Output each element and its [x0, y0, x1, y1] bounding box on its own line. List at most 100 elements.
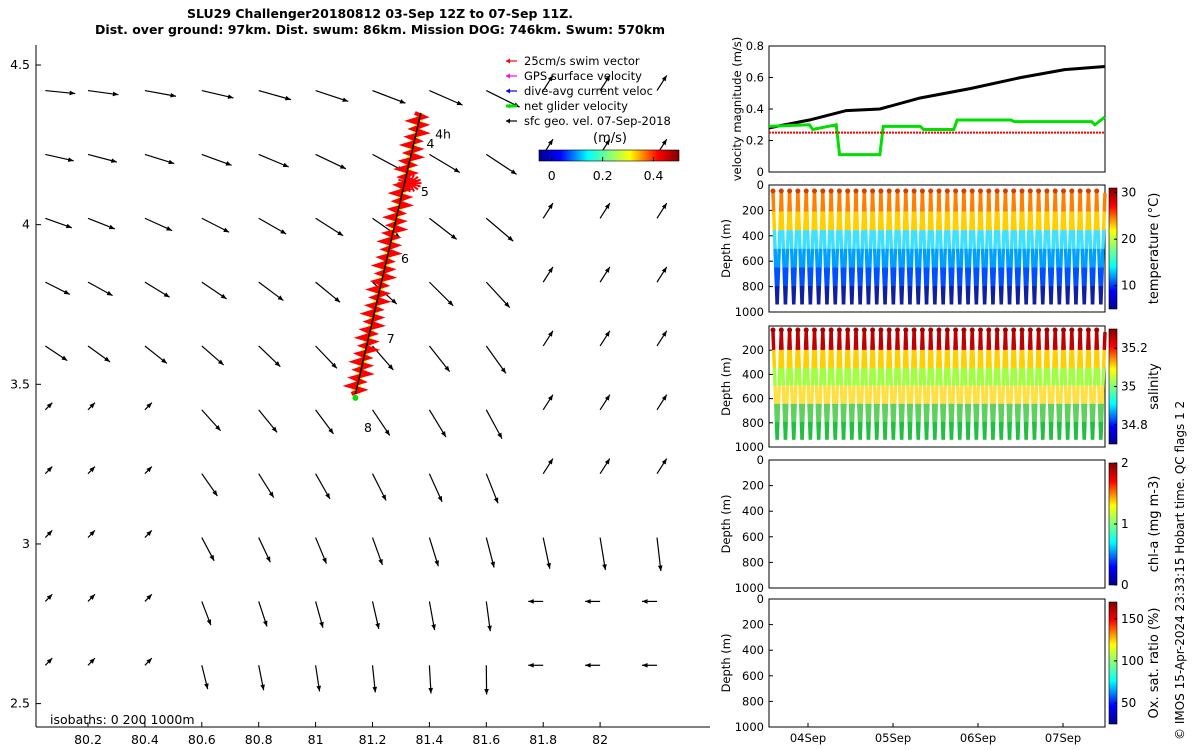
profile-surface-dot — [961, 188, 967, 194]
profile-down — [988, 367, 993, 386]
profile-up — [916, 421, 921, 440]
profile-down — [1030, 248, 1035, 268]
profile-up — [934, 385, 939, 404]
profile-down — [978, 331, 983, 351]
profile-up — [825, 285, 830, 305]
profile-down — [897, 367, 902, 386]
profile-up — [1033, 403, 1038, 422]
profile-down — [804, 192, 809, 212]
depth-colorbar — [1108, 601, 1118, 725]
profile-down — [845, 192, 851, 212]
profile-down — [904, 349, 909, 368]
profile-up — [968, 367, 973, 386]
profile-up — [884, 385, 889, 404]
profile-up — [1034, 248, 1039, 268]
profile-down — [771, 331, 776, 351]
profile-down — [862, 331, 867, 351]
velocity-vector — [315, 153, 347, 170]
profile-down — [1005, 385, 1010, 404]
profile-down — [1037, 349, 1042, 368]
profile-up — [1074, 421, 1079, 440]
velocity-vector-head — [334, 296, 341, 303]
profile-surface-dot — [1061, 188, 1066, 194]
profile-up — [942, 403, 947, 422]
profile-up — [1024, 285, 1029, 305]
profile-down — [938, 367, 943, 386]
map-x-tick-label: 81.2 — [359, 732, 387, 747]
profile-up — [908, 403, 914, 422]
profile-up — [1058, 267, 1063, 286]
profile-up — [933, 267, 938, 286]
velocity-vector-head — [274, 361, 281, 367]
depth-y-tick-label: 400 — [742, 367, 764, 381]
profile-down — [1029, 230, 1035, 249]
profile-surface-dot — [845, 188, 851, 194]
velocity-vector-head — [642, 599, 648, 604]
profile-up — [967, 248, 972, 268]
profile-down — [888, 367, 894, 386]
velocity-vector-head — [168, 159, 175, 165]
profile-surface-dot — [936, 188, 942, 194]
profile-down — [1097, 385, 1102, 404]
profile-down — [979, 349, 984, 368]
profile-down — [972, 385, 977, 404]
profile-up — [1000, 267, 1005, 286]
profile-down — [928, 192, 934, 212]
profile-up — [924, 421, 929, 440]
profile-up — [843, 385, 848, 404]
velocity-vector-head — [146, 594, 152, 600]
profile-up — [850, 421, 855, 440]
profile-down — [831, 385, 836, 404]
velocity-vector-head — [166, 226, 173, 231]
depth-ylabel: Depth (m) — [719, 219, 733, 278]
profile-down — [1013, 230, 1018, 249]
profile-down — [1070, 192, 1075, 212]
profile-down — [787, 192, 793, 212]
profile-down — [872, 230, 877, 249]
velocity-vector-head — [204, 683, 209, 690]
profile-down — [848, 248, 853, 268]
profile-up — [950, 403, 955, 422]
profile-down — [779, 192, 784, 212]
profile-up — [959, 385, 964, 404]
profile-up — [1025, 267, 1030, 286]
profile-down — [946, 367, 952, 386]
velocity-ylabel: velocity magnitude (m/s) — [730, 37, 744, 182]
colorbar-label: temperature (°C) — [1147, 193, 1162, 305]
velocity-vector-head — [108, 224, 115, 230]
profile-down — [880, 367, 885, 386]
profile-down — [1088, 230, 1093, 249]
profile-up — [833, 285, 838, 305]
profile-down — [879, 211, 885, 231]
profile-up — [835, 367, 840, 386]
profile-surface-dot — [919, 188, 925, 194]
profile-up — [1000, 403, 1005, 422]
profile-down — [897, 248, 903, 268]
profile-down — [773, 385, 778, 404]
profile-down — [781, 248, 786, 268]
profile-down — [1045, 211, 1051, 231]
profile-down — [995, 331, 1000, 351]
velocity-vector-head — [206, 619, 212, 626]
profile-down — [895, 192, 900, 212]
profile-up — [960, 367, 965, 386]
profile-down — [913, 230, 918, 249]
profile-up — [1057, 421, 1062, 440]
profile-up — [992, 385, 997, 404]
velocity-vector-head — [46, 594, 53, 600]
profile-down — [1045, 331, 1050, 351]
profile-surface-dot — [836, 188, 842, 194]
profile-down — [1029, 367, 1035, 386]
velocity-vector-head — [441, 431, 446, 438]
profile-down — [930, 367, 935, 386]
profile-up — [925, 403, 930, 422]
profile-down — [1003, 192, 1008, 212]
profile-down — [962, 211, 968, 231]
depth-panel-frame — [768, 598, 1106, 728]
profile-surface-dot — [1077, 327, 1083, 333]
colorbar-label: (m/s) — [593, 131, 627, 146]
velocity-vector-head — [106, 290, 113, 296]
profile-down — [771, 349, 777, 368]
legend-arrowhead — [506, 88, 510, 94]
